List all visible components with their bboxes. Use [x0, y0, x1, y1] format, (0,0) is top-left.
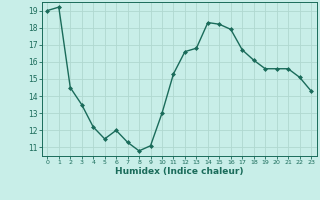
- X-axis label: Humidex (Indice chaleur): Humidex (Indice chaleur): [115, 167, 244, 176]
